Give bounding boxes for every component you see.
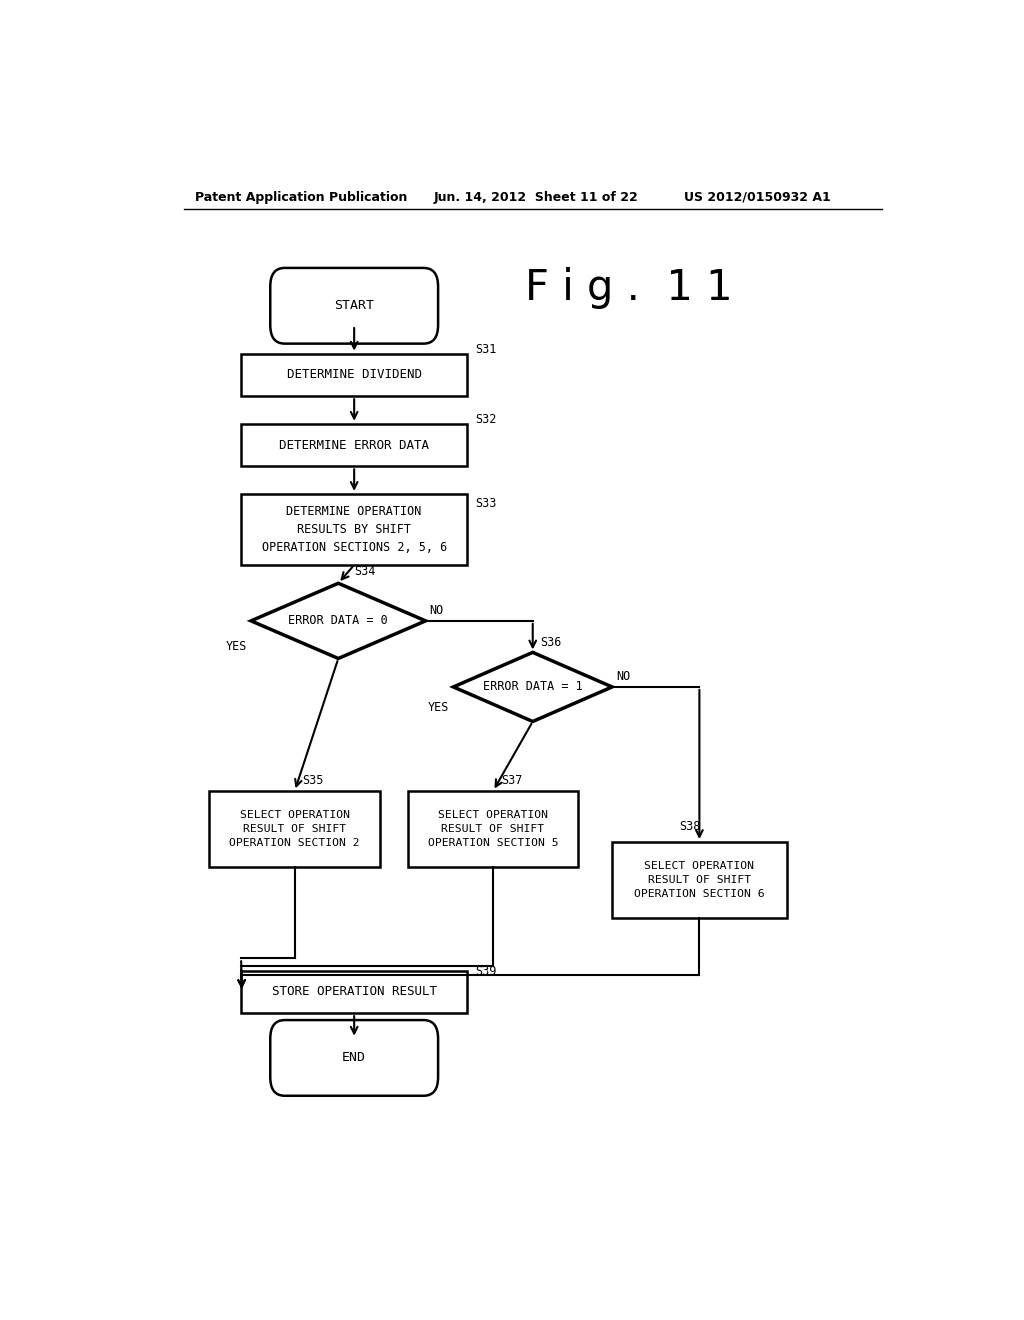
Text: STORE OPERATION RESULT: STORE OPERATION RESULT (271, 985, 436, 998)
Text: DETERMINE DIVIDEND: DETERMINE DIVIDEND (287, 368, 422, 381)
Text: END: END (342, 1052, 367, 1064)
Text: YES: YES (225, 640, 247, 653)
Text: SELECT OPERATION
RESULT OF SHIFT
OPERATION SECTION 5: SELECT OPERATION RESULT OF SHIFT OPERATI… (428, 810, 558, 849)
Bar (241, 354, 467, 396)
Text: DETERMINE OPERATION
RESULTS BY SHIFT
OPERATION SECTIONS 2, 5, 6: DETERMINE OPERATION RESULTS BY SHIFT OPE… (261, 504, 446, 554)
Text: YES: YES (428, 701, 450, 714)
Text: START: START (334, 300, 374, 313)
Text: S38: S38 (680, 820, 700, 833)
Polygon shape (454, 652, 612, 722)
Text: ERROR DATA = 0: ERROR DATA = 0 (289, 614, 388, 627)
Text: SELECT OPERATION
RESULT OF SHIFT
OPERATION SECTION 6: SELECT OPERATION RESULT OF SHIFT OPERATI… (634, 861, 765, 899)
Text: F i g .  1 1: F i g . 1 1 (524, 268, 732, 309)
Text: S35: S35 (303, 775, 324, 788)
Text: S31: S31 (475, 343, 497, 356)
Text: S33: S33 (475, 498, 497, 511)
Polygon shape (251, 583, 426, 659)
Text: S34: S34 (354, 565, 376, 578)
Text: NO: NO (430, 605, 443, 618)
Text: Jun. 14, 2012  Sheet 11 of 22: Jun. 14, 2012 Sheet 11 of 22 (433, 190, 638, 203)
Bar (408, 791, 579, 867)
Text: S37: S37 (501, 775, 522, 788)
FancyBboxPatch shape (270, 268, 438, 343)
Text: DETERMINE ERROR DATA: DETERMINE ERROR DATA (280, 438, 429, 451)
Text: S32: S32 (475, 413, 497, 426)
Text: US 2012/0150932 A1: US 2012/0150932 A1 (684, 190, 830, 203)
Bar (209, 791, 380, 867)
Text: NO: NO (616, 671, 631, 684)
Bar (241, 424, 467, 466)
Bar (241, 494, 467, 565)
Bar (612, 842, 786, 919)
Text: S39: S39 (475, 965, 497, 978)
Bar (241, 970, 467, 1014)
FancyBboxPatch shape (270, 1020, 438, 1096)
Text: S36: S36 (541, 636, 562, 648)
Text: ERROR DATA = 1: ERROR DATA = 1 (483, 680, 583, 693)
Text: SELECT OPERATION
RESULT OF SHIFT
OPERATION SECTION 2: SELECT OPERATION RESULT OF SHIFT OPERATI… (229, 810, 360, 849)
Text: Patent Application Publication: Patent Application Publication (196, 190, 408, 203)
